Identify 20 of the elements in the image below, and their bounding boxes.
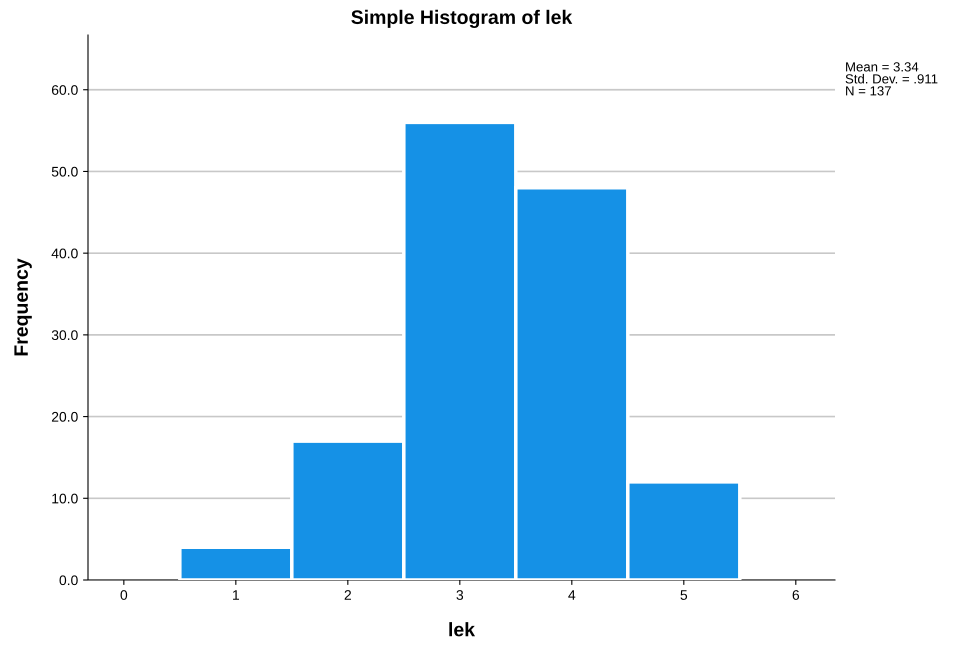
y-tick-label: 20.0: [52, 412, 78, 422]
x-tick-label: 3: [456, 590, 464, 600]
text: Mean = 3.34: [846, 62, 918, 72]
chart-title: Simple Histogram of lek: [351, 10, 572, 28]
y-tick-label: 0.0: [60, 575, 78, 586]
y-tick-label: 60.0: [52, 85, 78, 95]
y-tick-label: 10.0: [52, 494, 78, 504]
x-tick-label: 5: [680, 590, 688, 600]
x-tick-label: 2: [344, 590, 351, 600]
y-tick-label: 30.0: [52, 330, 78, 340]
y-tick-label: 40.0: [52, 248, 78, 258]
y-tick-label: 50.0: [52, 166, 78, 177]
x-tick-label: 4: [568, 590, 576, 600]
text: N = 137: [846, 86, 891, 96]
x-axis-title: lek: [449, 622, 476, 636]
text: Std. Dev. = .911: [846, 74, 938, 84]
y-axis-title: Frequency: [14, 258, 32, 356]
x-tick-label: 6: [792, 590, 800, 600]
x-tick-label: 1: [233, 590, 240, 600]
x-tick-label: 0: [120, 590, 128, 600]
